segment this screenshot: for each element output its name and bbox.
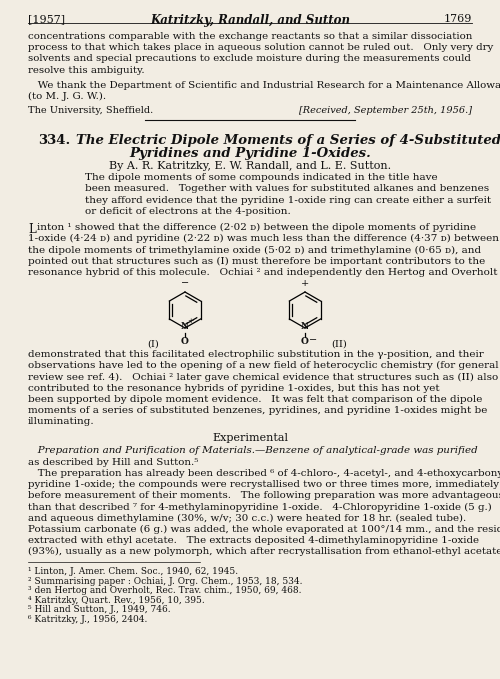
Text: demonstrated that this facilitated electrophilic substitution in the γ-position,: demonstrated that this facilitated elect… (28, 350, 484, 359)
Text: concentrations comparable with the exchange reactants so that a similar dissocia: concentrations comparable with the excha… (28, 32, 472, 41)
Text: pyridine 1-oxide; the compounds were recrystallised two or three times more, imm: pyridine 1-oxide; the compounds were rec… (28, 480, 499, 489)
Text: N: N (181, 323, 189, 331)
Text: The preparation has already been described ⁶ of 4-chloro-, 4-acetyl-, and 4-etho: The preparation has already been describ… (28, 469, 500, 478)
Text: 1769: 1769 (444, 14, 472, 24)
Text: illuminating.: illuminating. (28, 417, 94, 426)
Text: been supported by dipole moment evidence.   It was felt that comparison of the d: been supported by dipole moment evidence… (28, 394, 482, 404)
Text: N: N (301, 323, 309, 331)
Text: −: − (181, 280, 189, 289)
Text: +: + (187, 317, 193, 325)
Text: they afford evidence that the pyridine 1-oxide ring can create either a surfeit: they afford evidence that the pyridine 1… (85, 196, 491, 204)
Text: inton ¹ showed that the difference (2·02 ᴅ) between the dipole moments of pyridi: inton ¹ showed that the difference (2·02… (37, 223, 476, 232)
Text: process to that which takes place in aqueous solution cannot be ruled out.   Onl: process to that which takes place in aqu… (28, 43, 493, 52)
Text: (93%), usually as a new polymorph, which after recrystallisation from ethanol-et: (93%), usually as a new polymorph, which… (28, 547, 500, 556)
Text: Preparation and Purification of Materials.—Benzene of analytical-grade was purif: Preparation and Purification of Material… (28, 446, 477, 456)
Text: The Electric Dipole Moments of a Series of 4-Substituted: The Electric Dipole Moments of a Series … (76, 134, 500, 147)
Text: (II): (II) (331, 340, 347, 348)
Text: The dipole moments of some compounds indicated in the title have: The dipole moments of some compounds ind… (85, 173, 438, 182)
Text: O: O (301, 337, 309, 346)
Text: [1957]: [1957] (28, 14, 65, 24)
Text: observations have led to the opening of a new field of heterocyclic chemistry (f: observations have led to the opening of … (28, 361, 498, 370)
Text: (I): (I) (147, 340, 159, 348)
Text: review see ref. 4).   Ochiai ² later gave chemical evidence that structures such: review see ref. 4). Ochiai ² later gave … (28, 372, 498, 382)
Text: +: + (301, 280, 309, 289)
Text: By A. R. Katritzky, E. W. Randall, and L. E. Sutton.: By A. R. Katritzky, E. W. Randall, and L… (109, 161, 391, 171)
Text: 334.: 334. (38, 134, 70, 147)
Text: extracted with ethyl acetate.   The extracts deposited 4-dimethylaminopyridine 1: extracted with ethyl acetate. The extrac… (28, 536, 479, 545)
Text: ⁶ Katritzky, J., 1956, 2404.: ⁶ Katritzky, J., 1956, 2404. (28, 615, 148, 624)
Text: O: O (181, 337, 189, 346)
Text: contributed to the resonance hybrids of pyridine 1-oxides, but this has not yet: contributed to the resonance hybrids of … (28, 384, 440, 392)
Text: solvents and special precautions to exclude moisture during the measurements cou: solvents and special precautions to excl… (28, 54, 471, 63)
Text: Pyridines and Pyridine 1-Oxides.: Pyridines and Pyridine 1-Oxides. (129, 147, 371, 160)
Text: ⁵ Hill and Sutton, J., 1949, 746.: ⁵ Hill and Sutton, J., 1949, 746. (28, 606, 171, 614)
Text: We thank the Department of Scientific and Industrial Research for a Maintenance : We thank the Department of Scientific an… (28, 81, 500, 90)
Text: pointed out that structures such as (I) must therefore be important contributors: pointed out that structures such as (I) … (28, 257, 485, 265)
Text: (to M. J. G. W.).: (to M. J. G. W.). (28, 92, 106, 101)
Text: Potassium carbonate (6 g.) was added, the whole evaporated at 100°/14 mm., and t: Potassium carbonate (6 g.) was added, th… (28, 525, 500, 534)
Text: −: − (309, 337, 317, 346)
Text: Experimental: Experimental (212, 433, 288, 443)
Text: moments of a series of substituted benzenes, pyridines, and pyridine 1-oxides mi: moments of a series of substituted benze… (28, 406, 487, 415)
Text: and aqueous dimethylamine (30%, w/v; 30 c.c.) were heated for 18 hr. (sealed tub: and aqueous dimethylamine (30%, w/v; 30 … (28, 513, 466, 523)
Text: L: L (28, 223, 36, 236)
Text: or deficit of electrons at the 4-position.: or deficit of electrons at the 4-positio… (85, 207, 291, 216)
Text: The University, Sheffield.: The University, Sheffield. (28, 106, 153, 115)
Text: as described by Hill and Sutton.⁵: as described by Hill and Sutton.⁵ (28, 458, 198, 466)
Text: the dipole moments of trimethylamine oxide (5·02 ᴅ) and trimethylamine (0·65 ᴅ),: the dipole moments of trimethylamine oxi… (28, 245, 481, 255)
Text: resolve this ambiguity.: resolve this ambiguity. (28, 66, 144, 75)
Text: ³ den Hertog and Overholt, Rec. Trav. chim., 1950, 69, 468.: ³ den Hertog and Overholt, Rec. Trav. ch… (28, 587, 301, 595)
Text: [Received, September 25th, 1956.]: [Received, September 25th, 1956.] (299, 106, 472, 115)
Text: Katritzky, Randall, and Sutton: Katritzky, Randall, and Sutton (150, 14, 350, 27)
Text: ¹ Linton, J. Amer. Chem. Soc., 1940, 62, 1945.: ¹ Linton, J. Amer. Chem. Soc., 1940, 62,… (28, 568, 238, 576)
Text: 1-oxide (4·24 ᴅ) and pyridine (2·22 ᴅ) was much less than the difference (4·37 ᴅ: 1-oxide (4·24 ᴅ) and pyridine (2·22 ᴅ) w… (28, 234, 499, 243)
Text: ⁴ Katritzky, Quart. Rev., 1956, 10, 395.: ⁴ Katritzky, Quart. Rev., 1956, 10, 395. (28, 596, 205, 605)
Text: ² Summarising paper : Ochiai, J. Org. Chem., 1953, 18, 534.: ² Summarising paper : Ochiai, J. Org. Ch… (28, 577, 302, 586)
Text: been measured.   Together with values for substituted alkanes and benzenes: been measured. Together with values for … (85, 185, 489, 194)
Text: than that described ⁷ for 4-methylaminopyridine 1-oxide.   4-Chloropyridine 1-ox: than that described ⁷ for 4-methylaminop… (28, 502, 492, 511)
Text: resonance hybrid of this molecule.   Ochiai ² and independently den Hertog and O: resonance hybrid of this molecule. Ochia… (28, 268, 500, 277)
Text: before measurement of their moments.   The following preparation was more advant: before measurement of their moments. The… (28, 491, 500, 500)
